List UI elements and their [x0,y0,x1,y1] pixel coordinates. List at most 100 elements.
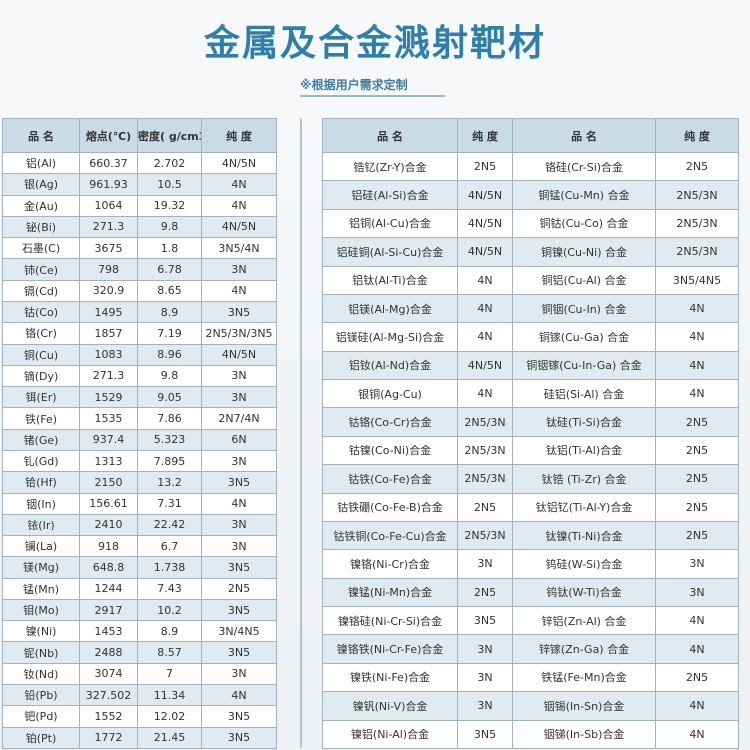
table-cell: 7.19 [137,322,202,345]
table-cell: 钴铁硼(Co-Fe-B)合金 [322,492,458,522]
table-cell: 锌镓(Zn-Ga) 合金 [512,634,656,664]
table-cell: 8.9 [137,300,202,324]
table-cell: 3N [201,513,277,537]
table-cell: 钴(Co) [2,300,80,324]
table-row: 钆(Gd) 1313 7.895 3N [2,449,277,473]
table-cell: 3N [457,662,513,693]
table-row: 锰(Mn) 1244 7.43 2N5 [2,577,277,600]
table-row: 银铜(Ag-Cu) 4N 硅铝(Si-Al) 合金 4N [322,378,739,409]
column-header: 密度( g/cm3) [137,118,202,153]
header-row: 品 名纯 度品 名纯 度 [322,118,739,153]
table-cell: 4N/5N [201,343,277,366]
table-cell: 9.05 [137,386,202,409]
table-cell: 铟锑(In-Sb)合金 [512,719,656,749]
table-row: 铟(In) 156.61 7.31 4N [2,492,277,515]
table-row: 钴铁硼(Co-Fe-B)合金 2N5 钛铝钇(Ti-Al-Y)合金 2N5 [322,492,739,522]
column-header: 纯 度 [201,118,277,153]
table-cell: 3N5 [201,300,277,324]
table-cell: 3N [655,577,739,608]
table-cell: 4N/5N [457,350,513,381]
table-cell: 4N [655,322,739,352]
table-row: 铝镁硅(Al-Mg-Si)合金 4N 铜镓(Cu-Ga) 合金 4N [322,322,739,352]
table-cell: 铜镓(Cu-Ga) 合金 [512,322,656,352]
table-cell: 2.702 [137,151,202,175]
table-cell: 648.8 [79,556,138,579]
table-cell: 271.3 [79,364,138,388]
table-cell: 铌(Nb) [2,641,80,664]
table-cell: 7.895 [137,449,202,473]
table-cell: 3N5 [201,471,277,494]
table-cell: 铈(Ce) [2,258,80,281]
table-cell: 钛锆 (Ti-Zr) 合金 [512,464,656,494]
table-cell: 22.42 [137,513,202,537]
table-cell: 4N [457,293,513,324]
table-row: 钴铁铜(Co-Fe-Cu)合金 2N5/3N 钛镍(Ti-Ni)合金 2N5 [322,520,739,551]
table-cell: 3675 [79,237,138,260]
table-cell: 铝钕(Al-Nd)合金 [322,350,458,381]
table-cell: 4N [201,684,277,707]
table-row: 钕(Nd) 3074 7 3N [2,662,277,686]
table-cell: 2N5/3N [457,520,513,551]
table-row: 锆钇(Zr-Y)合金 2N5 铬硅(Cr-Si)合金 2N5 [322,151,739,182]
table-cell: 银铜(Ag-Cu) [322,378,458,409]
table-cell: 3N [457,634,513,664]
table-cell: 铱(Ir) [2,513,80,537]
table-cell: 2N5/3N [457,407,513,437]
table-cell: 8.96 [137,343,202,366]
table-cell: 镍(Ni) [2,620,80,643]
table-cell: 7.31 [137,492,202,515]
table-cell: 11.34 [137,684,202,707]
table-cell: 铟锡(In-Sn)合金 [512,691,656,721]
title: 金属及合金溅射靶材 [203,23,546,64]
table-cell: 6.78 [137,258,202,281]
subtitle: ※根据用户需求定制 [300,76,445,97]
table-cell: 4N [655,350,739,381]
table-cell: 镍铬硅(Ni-Cr-Si)合金 [322,605,458,636]
table-cell: 4N [655,634,739,664]
table-cell: 4N [655,293,739,324]
table-cell: 铪(Hf) [2,471,80,494]
table-row: 铒(Er) 1529 9.05 3N [2,386,277,409]
table-cell: 1244 [79,577,138,600]
header-row: 品 名熔点(℃)密度( g/cm3)纯 度 [2,118,277,153]
table-cell: 钛铝(Ti-Al)合金 [512,435,656,466]
table-cell: 锗(Ge) [2,428,80,451]
column-header: 品 名 [2,118,80,153]
table-cell: 3N5 [201,556,277,579]
table-row: 铪(Hf) 2150 13.2 3N5 [2,471,277,494]
table-cell: 3N5 [457,719,513,749]
table-cell: 2N5 [457,151,513,182]
column-header: 纯 度 [655,118,739,153]
table-row: 铝镁(Al-Mg)合金 4N 铜铟(Cu-In) 合金 4N [322,293,739,324]
table-cell: 铝(Al) [2,151,80,175]
table-cell: 钨钛(W-Ti)合金 [512,577,656,608]
column-header: 纯 度 [457,118,513,153]
table-row: 镍铬硅(Ni-Cr-Si)合金 3N5 锌铝(Zn-Al) 合金 4N [322,605,739,636]
table-cell: 1552 [79,705,138,728]
table-cell: 4N [457,322,513,352]
table-cell: 镍锰(Ni-Mn)合金 [322,577,458,608]
table-cell: 1064 [79,194,138,217]
table-row: 锗(Ge) 937.4 5.323 6N [2,428,277,451]
table-cell: 2N5 [655,464,739,494]
table-cell: 4N [201,492,277,515]
table-cell: 2N5 [457,492,513,522]
table-cell: 1857 [79,322,138,345]
table-row: 铈(Ce) 798 6.78 3N [2,258,277,281]
table-cell: 铋(Bi) [2,215,80,239]
table-cell: 2N5/3N/3N5 [201,322,277,345]
column-header: 熔点(℃) [79,118,138,153]
table-cell: 3N [457,691,513,721]
table-cell: 1.8 [137,237,202,260]
table-cell: 798 [79,258,138,281]
table-cell: 2N5 [655,520,739,551]
table-cell: 铬硅(Cr-Si)合金 [512,151,656,182]
table-row: 镉(Cd) 320.9 8.65 4N [2,279,277,302]
table-row: 铜(Cu) 1083 8.96 4N/5N [2,343,277,366]
table-cell: 21.45 [137,726,202,749]
column-header: 品 名 [322,118,458,153]
table-cell: 2N5 [655,435,739,466]
table-cell: 2917 [79,598,138,622]
table-row: 镍铬(Ni-Cr)合金 3N 钨硅(W-Si)合金 3N [322,549,739,579]
table-cell: 4N/5N [201,215,277,239]
